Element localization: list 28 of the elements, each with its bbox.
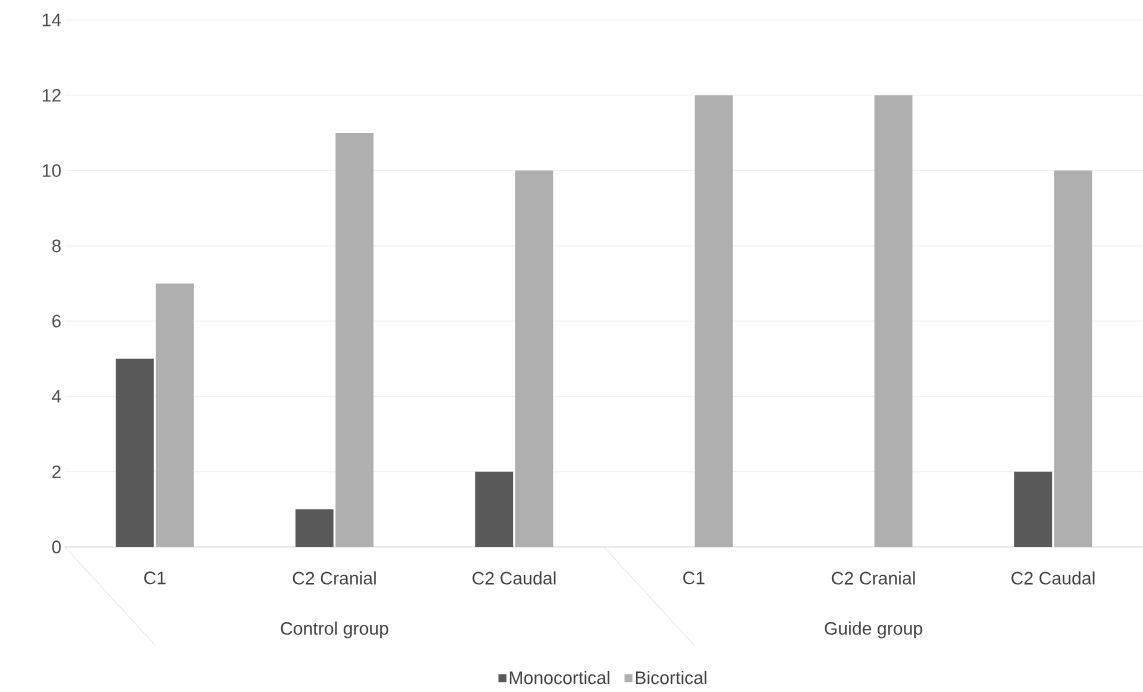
y-tick-label: 2	[52, 465, 61, 478]
bar	[475, 471, 514, 547]
legend-label: Bicortical	[635, 670, 707, 685]
y-tick-label: 4	[51, 390, 61, 403]
x-tick-label: C2 Cranial	[292, 571, 376, 585]
x-tick-label: C2 Cranial	[831, 571, 915, 585]
legend-label: Monocortical	[509, 670, 610, 685]
y-tick-label: 14	[42, 13, 61, 27]
x-tick-label: C2 Caudal	[472, 571, 556, 585]
bar	[295, 509, 334, 547]
x-tick-label: C2 Caudal	[1011, 571, 1095, 585]
text: Guide group	[824, 621, 923, 639]
y-tick-label: 12	[42, 88, 61, 102]
bar	[115, 358, 154, 547]
bar	[874, 95, 913, 547]
x-tick-label: C1	[144, 571, 166, 585]
bar	[335, 132, 374, 547]
bar	[515, 170, 554, 547]
y-tick-label: 10	[42, 164, 61, 177]
text: Control group	[280, 621, 389, 639]
y-tick-label: 8	[52, 239, 61, 253]
x-tick-label: C1	[683, 571, 705, 585]
bar	[155, 283, 194, 547]
y-tick-label: 6	[52, 314, 61, 328]
y-tick-label: 0	[52, 540, 61, 554]
bar	[1054, 170, 1093, 547]
bar	[694, 95, 733, 547]
bar	[1014, 471, 1053, 547]
